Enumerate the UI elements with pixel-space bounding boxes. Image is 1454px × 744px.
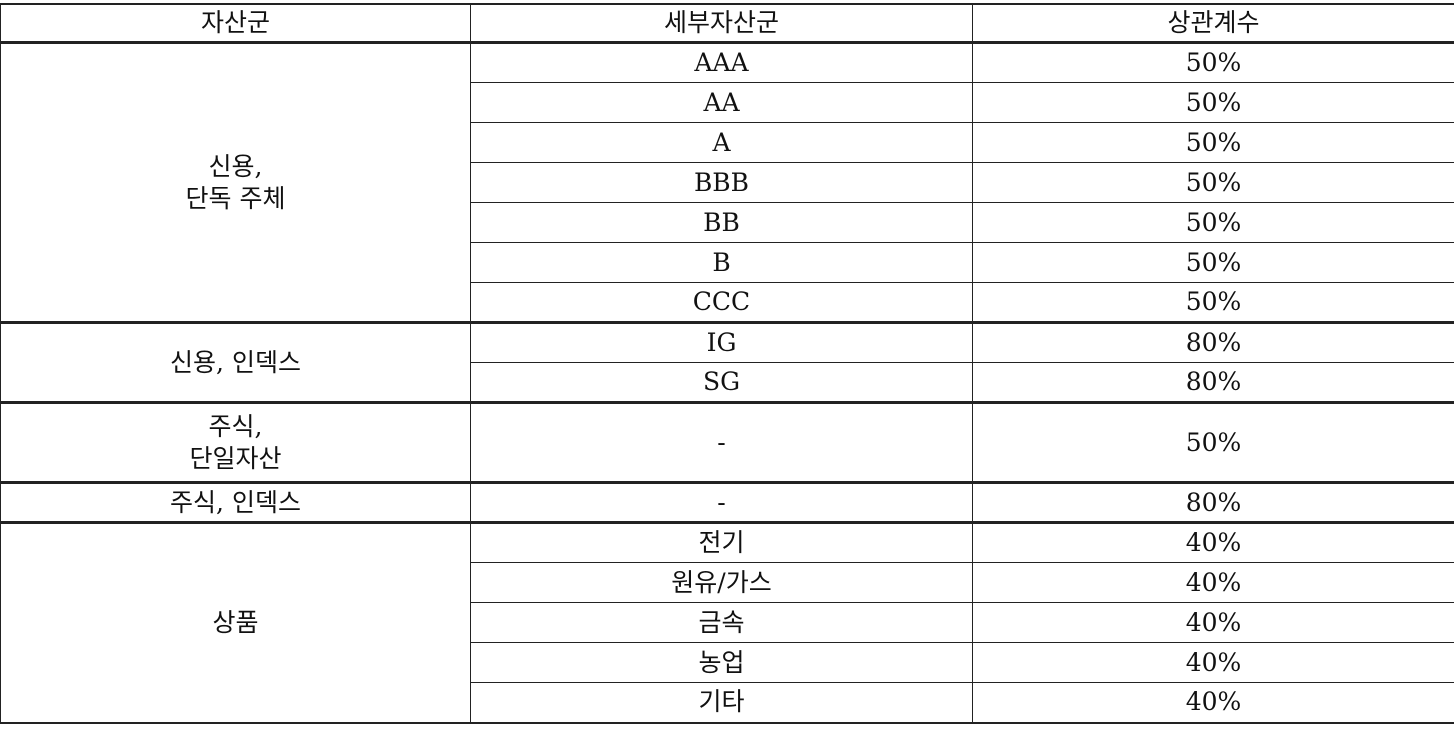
correlation-cell: 40% — [972, 642, 1454, 683]
sub-asset-class-cell: CCC — [470, 282, 973, 323]
asset-class-label: 신용, — [208, 151, 263, 181]
correlation-cell: 50% — [972, 401, 1454, 483]
table-row: 금속 40% — [1, 602, 1454, 643]
table-row: 상품 전기 40% — [0, 521, 1454, 723]
table-row: 신용, 단독 주체 AAA 50% — [0, 42, 1454, 323]
table-row: A 50% — [1, 122, 1454, 163]
correlation-cell: 50% — [972, 122, 1454, 163]
correlation-cell: 80% — [972, 321, 1454, 363]
sub-asset-class-cell: 원유/가스 — [470, 562, 973, 603]
asset-class-label: 주식, — [208, 411, 263, 441]
correlation-table: 자산군 세부자산군 상관계수 신용, 단독 주체 AAA 50% AA 50% A 50% BB… — [0, 3, 1454, 724]
sub-asset-class-cell: A — [470, 122, 973, 163]
asset-class-cell: 신용, 단독 주체 — [0, 42, 471, 323]
sub-asset-class-cell: SG — [470, 362, 973, 403]
correlation-cell: 80% — [972, 362, 1454, 403]
table-row: 주식, 단일자산 -50% — [0, 401, 1454, 483]
table-row: 주식, 인덱스 -80% — [0, 481, 1454, 523]
asset-class-label: 상품 — [212, 607, 259, 637]
table-row: 신용, 인덱스 IG 80% — [0, 321, 1454, 403]
table-row: AA 50% — [1, 82, 1454, 123]
header-correlation: 상관계수 — [972, 3, 1454, 44]
sub-asset-class-cell: 금속 — [470, 602, 973, 643]
asset-class-cell: 주식, 인덱스 — [0, 481, 471, 523]
header-asset-class: 자산군 — [0, 3, 471, 44]
sub-asset-class-cell: 기타 — [470, 682, 973, 723]
table-row: SG 80% — [1, 362, 1454, 403]
correlation-cell: 40% — [972, 602, 1454, 643]
table-body: 신용, 단독 주체 AAA 50% AA 50% A 50% BBB 50% BB 50% B 50% CC… — [0, 42, 1454, 723]
sub-asset-class-cell: BBB — [470, 162, 973, 203]
correlation-cell: 50% — [972, 42, 1454, 83]
sub-asset-class-cell: B — [470, 242, 973, 283]
correlation-cell: 50% — [972, 282, 1454, 323]
sub-asset-class-cell: IG — [470, 321, 973, 363]
sub-asset-class-cell: AAA — [470, 42, 973, 83]
table-row: 기타 40% — [1, 682, 1454, 723]
asset-class-label: 주식, 인덱스 — [170, 487, 301, 517]
asset-class-cell: 신용, 인덱스 — [0, 321, 471, 403]
asset-class-label: 단독 주체 — [185, 183, 286, 213]
sub-asset-class-cell: BB — [470, 202, 973, 243]
asset-class-label: 단일자산 — [189, 443, 282, 473]
table-row: B 50% — [1, 242, 1454, 283]
correlation-cell: 50% — [972, 202, 1454, 243]
table-row: 농업 40% — [1, 642, 1454, 683]
asset-class-cell: 주식, 단일자산 — [0, 401, 471, 483]
header-row: 자산군 세부자산군 상관계수 — [0, 3, 1454, 44]
table-row: CCC 50% — [1, 282, 1454, 323]
correlation-cell: 40% — [972, 682, 1454, 723]
table-row: 원유/가스 40% — [1, 562, 1454, 603]
sub-asset-class-cell: - — [470, 481, 973, 523]
sub-asset-class-cell: 전기 — [470, 521, 973, 563]
asset-class-label: 신용, 인덱스 — [170, 347, 301, 377]
asset-class-cell: 상품 — [0, 521, 471, 723]
correlation-cell: 50% — [972, 242, 1454, 283]
sub-asset-class-cell: AA — [470, 82, 973, 123]
table-row: BB 50% — [1, 202, 1454, 243]
correlation-cell: 40% — [972, 562, 1454, 603]
sub-asset-class-cell: - — [470, 401, 973, 483]
correlation-cell: 40% — [972, 521, 1454, 563]
header-sub-asset-class: 세부자산군 — [470, 3, 973, 44]
correlation-cell: 80% — [972, 481, 1454, 523]
correlation-cell: 50% — [972, 162, 1454, 203]
sub-asset-class-cell: 농업 — [470, 642, 973, 683]
correlation-cell: 50% — [972, 82, 1454, 123]
